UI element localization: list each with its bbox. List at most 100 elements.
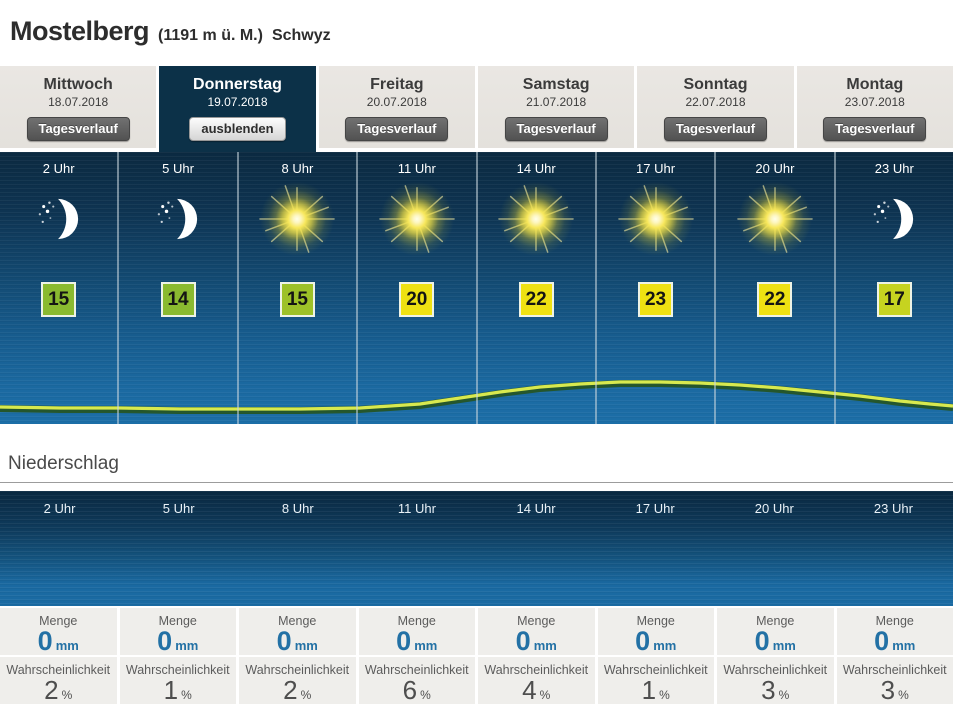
tab-samstag[interactable]: Samstag 21.07.2018 Tagesverlauf: [477, 66, 635, 148]
hour-column-8uhr: 8 Uhr 15: [239, 152, 359, 424]
amount-unit: mm: [653, 638, 677, 653]
hour-column-11uhr: 11 Uhr 20: [358, 152, 478, 424]
amount-cell: Menge 0 mm: [358, 608, 475, 656]
hour-label: 20 Uhr: [754, 501, 794, 516]
probability-value: 1: [641, 675, 657, 705]
probability-unit: %: [898, 688, 909, 702]
hour-label: 17 Uhr: [635, 501, 675, 516]
tab-donnerstag[interactable]: Donnerstag 19.07.2018 ausblenden: [159, 66, 316, 152]
temperature-badge: 17: [876, 282, 912, 317]
amount-cell: Menge 0 mm: [119, 608, 236, 656]
tagesverlauf-button[interactable]: Tagesverlauf: [26, 117, 130, 141]
probability-cell: Wahrscheinlichkeit 2%: [0, 657, 117, 704]
tagesverlauf-button[interactable]: Tagesverlauf: [663, 117, 768, 141]
sun-icon: [258, 180, 336, 258]
tagesverlauf-button[interactable]: Tagesverlauf: [504, 117, 608, 141]
tab-date-label: 23.07.2018: [844, 95, 905, 109]
probability-unit: %: [778, 688, 790, 702]
probability-value: 3: [761, 675, 776, 705]
probability-label: Wahrscheinlichkeit: [484, 663, 589, 677]
tab-sonntag[interactable]: Sonntag 22.07.2018 Tagesverlauf: [637, 66, 794, 148]
amount-unit: mm: [414, 638, 438, 653]
tab-day-label: Montag: [846, 76, 904, 93]
probability-value: 3: [880, 675, 896, 705]
amount-label: Menge: [517, 614, 556, 628]
hour-label: 5 Uhr: [162, 501, 195, 516]
amount-unit: mm: [772, 638, 796, 653]
temperature-badge: 22: [757, 282, 793, 317]
probability-label: Wahrscheinlichkeit: [723, 663, 828, 677]
hour-label: 14 Uhr: [516, 501, 556, 516]
moon-icon: [872, 196, 916, 242]
hour-label: 17 Uhr: [636, 161, 676, 176]
temperature-badge: 15: [279, 282, 315, 317]
amount-unit: mm: [892, 638, 916, 653]
probability-label: Wahrscheinlichkeit: [603, 663, 708, 677]
location-elevation: (1191 m ü. M.): [158, 27, 263, 44]
hour-label: 23 Uhr: [874, 161, 914, 176]
tab-date-label: 21.07.2018: [526, 95, 587, 109]
amount-value: 0: [157, 626, 173, 656]
tab-date-label: 22.07.2018: [685, 95, 746, 109]
amount-cell: Menge 0 mm: [478, 608, 595, 655]
precip-amount-row: Menge 0 mm Menge 0 mm Menge 0 mm Menge 0 mm …: [0, 608, 953, 655]
weather-page: Mostelberg (1191 m ü. M.) Schwyz Mittwoc…: [0, 0, 963, 704]
location-region: Schwyz: [271, 27, 331, 44]
tab-montag[interactable]: Montag 23.07.2018 Tagesverlauf: [796, 66, 953, 148]
precip-probability-row: Wahrscheinlichkeit 2% Wahrscheinlichkeit…: [0, 657, 953, 704]
probability-unit: %: [420, 688, 431, 702]
probability-label: Wahrscheinlichkeit: [245, 663, 350, 677]
hour-column-17uhr: 17 Uhr 23: [597, 152, 717, 424]
page-header: Mostelberg (1191 m ü. M.) Schwyz: [0, 0, 963, 66]
probability-unit: %: [300, 688, 312, 702]
tab-day-label: Samstag: [522, 76, 590, 93]
amount-cell: Menge 0 mm: [597, 608, 714, 655]
amount-value: 0: [396, 626, 412, 656]
probability-cell: Wahrscheinlichkeit 2%: [239, 657, 356, 704]
hour-label: 8 Uhr: [281, 161, 314, 176]
hour-label: 8 Uhr: [281, 501, 314, 516]
ausblenden-button[interactable]: ausblenden: [189, 117, 286, 141]
tab-mittwoch[interactable]: Mittwoch 18.07.2018 Tagesverlauf: [0, 66, 157, 148]
precipitation-chart: 2 Uhr 5 Uhr 8 Uhr 11 Uhr 14 Uhr 17 Uhr 2…: [0, 491, 953, 606]
section-divider: [0, 482, 953, 483]
temperature-badge: 20: [399, 282, 435, 317]
hour-column-23uhr: 23 Uhr 17: [836, 152, 953, 424]
probability-label: Wahrscheinlichkeit: [125, 663, 230, 677]
amount-label: Menge: [158, 614, 197, 628]
tab-day-label: Sonntag: [683, 76, 748, 93]
amount-value: 0: [515, 626, 531, 656]
amount-label: Menge: [278, 614, 317, 628]
hour-label: 11 Uhr: [397, 501, 436, 516]
amount-unit: mm: [533, 638, 557, 653]
probability-unit: %: [659, 688, 670, 702]
probability-value: 2: [44, 675, 59, 705]
location-name: Mostelberg: [10, 16, 150, 46]
hourly-columns: 2 Uhr 15 5 Uhr: [0, 152, 953, 424]
amount-label: Menge: [875, 614, 914, 628]
probability-label: Wahrscheinlichkeit: [6, 663, 111, 677]
hour-label: 23 Uhr: [873, 501, 913, 516]
tab-date-label: 19.07.2018: [207, 95, 268, 109]
probability-label: Wahrscheinlichkeit: [364, 663, 469, 677]
probability-unit: %: [539, 688, 551, 702]
tab-freitag[interactable]: Freitag 20.07.2018 Tagesverlauf: [318, 66, 475, 148]
tab-date-label: 18.07.2018: [48, 95, 109, 109]
probability-cell: Wahrscheinlichkeit 1%: [119, 657, 236, 704]
probability-value: 6: [402, 675, 418, 705]
hour-label: 20 Uhr: [755, 161, 795, 176]
sun-icon: [617, 180, 695, 258]
probability-unit: %: [181, 688, 192, 702]
hour-label: 5 Uhr: [162, 161, 194, 176]
tab-date-label: 20.07.2018: [366, 95, 427, 109]
sun-icon: [497, 180, 575, 258]
hour-label: 11 Uhr: [397, 161, 436, 176]
amount-unit: mm: [294, 638, 318, 653]
tagesverlauf-button[interactable]: Tagesverlauf: [823, 117, 927, 141]
moon-icon: [37, 196, 81, 242]
tagesverlauf-button[interactable]: Tagesverlauf: [345, 117, 449, 141]
moon-icon: [156, 196, 200, 242]
temperature-badge: 15: [41, 282, 77, 317]
hour-label: 2 Uhr: [43, 501, 76, 516]
probability-unit: %: [61, 688, 73, 702]
